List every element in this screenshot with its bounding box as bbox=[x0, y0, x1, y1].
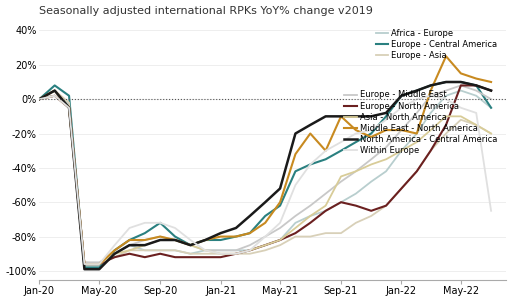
Line: Within Europe: Within Europe bbox=[39, 96, 491, 264]
Line: Europe - Central America: Europe - Central America bbox=[39, 82, 491, 268]
Line: Asia - North America: Asia - North America bbox=[39, 96, 491, 264]
Line: Europe - Middle East: Europe - Middle East bbox=[39, 85, 491, 262]
Legend: Europe - Middle East, Europe - North America, Asia - North America, Middle East : Europe - Middle East, Europe - North Ame… bbox=[345, 91, 498, 155]
Line: North America - Central America: North America - Central America bbox=[39, 82, 491, 269]
Line: Middle East - North America: Middle East - North America bbox=[39, 56, 491, 264]
Line: Europe - Asia: Europe - Asia bbox=[39, 91, 491, 264]
Line: Africa - Europe: Africa - Europe bbox=[39, 91, 491, 266]
Line: Europe - North America: Europe - North America bbox=[39, 85, 491, 264]
Text: Seasonally adjusted international RPKs YoY% change v2019: Seasonally adjusted international RPKs Y… bbox=[39, 5, 373, 16]
